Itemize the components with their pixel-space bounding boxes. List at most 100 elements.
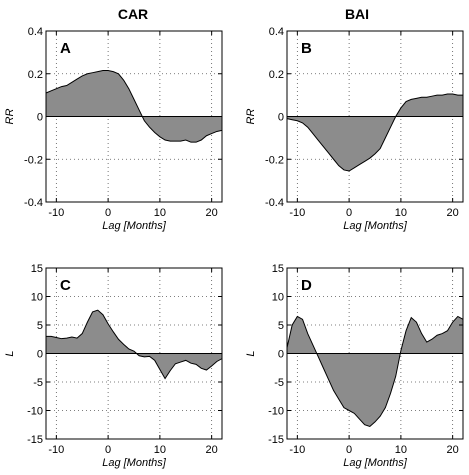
data-point [201,139,202,140]
data-point [411,99,412,100]
data-point [87,322,88,323]
panel-b: -10 0 10 20 -0.4 -0.2 0 0.2 0.4 Lag [Months] RR B [245,26,464,232]
x-tick-label: 0 [105,444,111,456]
x-tick-label: -10 [48,444,64,456]
data-point [108,323,109,324]
data-point [144,356,145,357]
x-tick-label: -10 [289,207,305,219]
data-point [61,338,62,339]
x-axis-label: Lag [Months] [343,220,408,232]
data-point [317,356,318,357]
data-point [292,324,293,325]
data-point [118,73,119,74]
y-tick-label: 5 [278,320,284,332]
data-point [180,361,181,362]
panel-label-d: D [301,277,312,294]
panel-a: -10 0 10 20 -0.4 -0.2 0 0.2 0.4 Lag [Months] RR A [4,26,223,232]
data-point [113,71,114,72]
data-point [154,360,155,361]
data-point [380,416,381,417]
data-point [343,407,344,408]
data-point [113,331,114,332]
data-point [457,316,458,317]
data-point [196,364,197,365]
y-tick-label: 5 [37,320,43,332]
data-point [123,344,124,345]
data-point [206,369,207,370]
panel-label-a: A [60,40,71,57]
series-area-b [286,93,464,172]
x-tick-label: 20 [206,207,218,219]
data-point [170,140,171,141]
data-point [442,333,443,334]
data-point [323,146,324,147]
panel-c: -10 0 10 20 -15 -10 -5 0 5 10 15 Lag [Months] L C [4,263,223,469]
data-point [385,137,386,138]
data-point [144,120,145,121]
data-point [411,317,412,318]
x-tick-label: 20 [447,444,459,456]
y-tick-label: -0.4 [265,197,284,209]
data-point [92,311,93,312]
x-tick-label: 20 [206,444,218,456]
y-tick-label: 0 [278,112,284,124]
x-tick-label: 10 [395,207,407,219]
data-point [297,316,298,317]
data-point [369,426,370,427]
data-point [128,88,129,89]
data-point [400,107,401,108]
data-point [390,393,391,394]
data-point [349,170,350,171]
series-area-a [45,70,223,143]
data-point [343,169,344,170]
x-tick-label: 20 [447,207,459,219]
column-title-bai: BAI [345,6,369,22]
y-tick-label: 0.2 [269,69,284,81]
panel-label-c: C [60,277,71,294]
y-tick-label: -5 [274,377,284,389]
data-point [56,337,57,338]
panel-d: -10 0 10 20 -15 -10 -5 0 5 10 15 Lag [Months] L D [245,263,464,469]
data-point [302,319,303,320]
y-tick-label: -15 [268,434,284,446]
data-point [338,399,339,400]
y-axis-label: L [245,350,257,356]
data-point [139,109,140,110]
data-point [71,336,72,337]
data-point [97,71,98,72]
data-point [51,90,52,91]
y-axis-label: L [4,350,16,356]
data-point [369,158,370,159]
data-point [76,338,77,339]
y-tick-label: 0.4 [269,26,284,38]
data-point [385,407,386,408]
data-point [292,119,293,120]
data-point [170,370,171,371]
data-point [216,131,217,132]
y-tick-label: -10 [27,406,43,418]
data-point [164,139,165,140]
data-point [201,368,202,369]
data-point [297,120,298,121]
data-point [364,424,365,425]
y-tick-label: 10 [272,292,284,304]
data-point [431,339,432,340]
y-tick-label: 0 [278,349,284,361]
data-point [149,127,150,128]
data-point [374,421,375,422]
data-point [185,139,186,140]
data-point [390,127,391,128]
data-point [359,164,360,165]
y-tick-label: -0.2 [24,154,43,166]
data-point [354,167,355,168]
x-tick-label: 10 [154,207,166,219]
data-point [164,378,165,379]
data-point [159,136,160,137]
data-point [139,355,140,356]
data-point [82,75,83,76]
data-point [323,367,324,368]
y-tick-label: -0.4 [24,197,43,209]
data-point [76,78,77,79]
x-axis-label: Lag [Months] [102,220,167,232]
data-point [118,339,119,340]
